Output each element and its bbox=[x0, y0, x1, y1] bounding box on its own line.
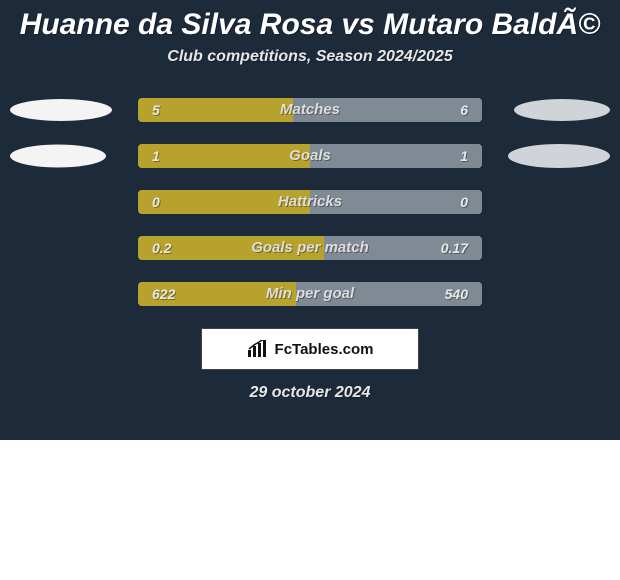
stat-row: 622540Min per goal bbox=[0, 282, 620, 306]
stat-row: 0.20.17Goals per match bbox=[0, 236, 620, 260]
stat-rows: 56Matches 11Goals 00Hattricks 0.20.17Goals … bbox=[0, 98, 620, 306]
ellipse-left-icon bbox=[10, 99, 112, 121]
brand-box[interactable]: FcTables.com bbox=[201, 328, 419, 370]
stat-label: Goals bbox=[138, 144, 482, 168]
stat-label: Matches bbox=[138, 98, 482, 122]
subtitle: Club competitions, Season 2024/2025 bbox=[0, 48, 620, 66]
comparison-card: Huanne da Silva Rosa vs Mutaro BaldÃ© Cl… bbox=[0, 0, 620, 440]
stat-label: Hattricks bbox=[138, 190, 482, 214]
stat-label: Goals per match bbox=[138, 236, 482, 260]
ellipse-right-icon bbox=[514, 99, 610, 121]
page-title: Huanne da Silva Rosa vs Mutaro BaldÃ© bbox=[0, 0, 620, 42]
stat-row: 11Goals bbox=[0, 144, 620, 168]
ellipse-left-icon bbox=[10, 145, 106, 168]
stat-row: 56Matches bbox=[0, 98, 620, 122]
brand-chart-icon bbox=[247, 340, 269, 358]
stat-row: 00Hattricks bbox=[0, 190, 620, 214]
ellipse-right-icon bbox=[508, 144, 610, 168]
brand-text: FcTables.com bbox=[275, 341, 374, 358]
stat-label: Min per goal bbox=[138, 282, 482, 306]
date-label: 29 october 2024 bbox=[0, 384, 620, 402]
